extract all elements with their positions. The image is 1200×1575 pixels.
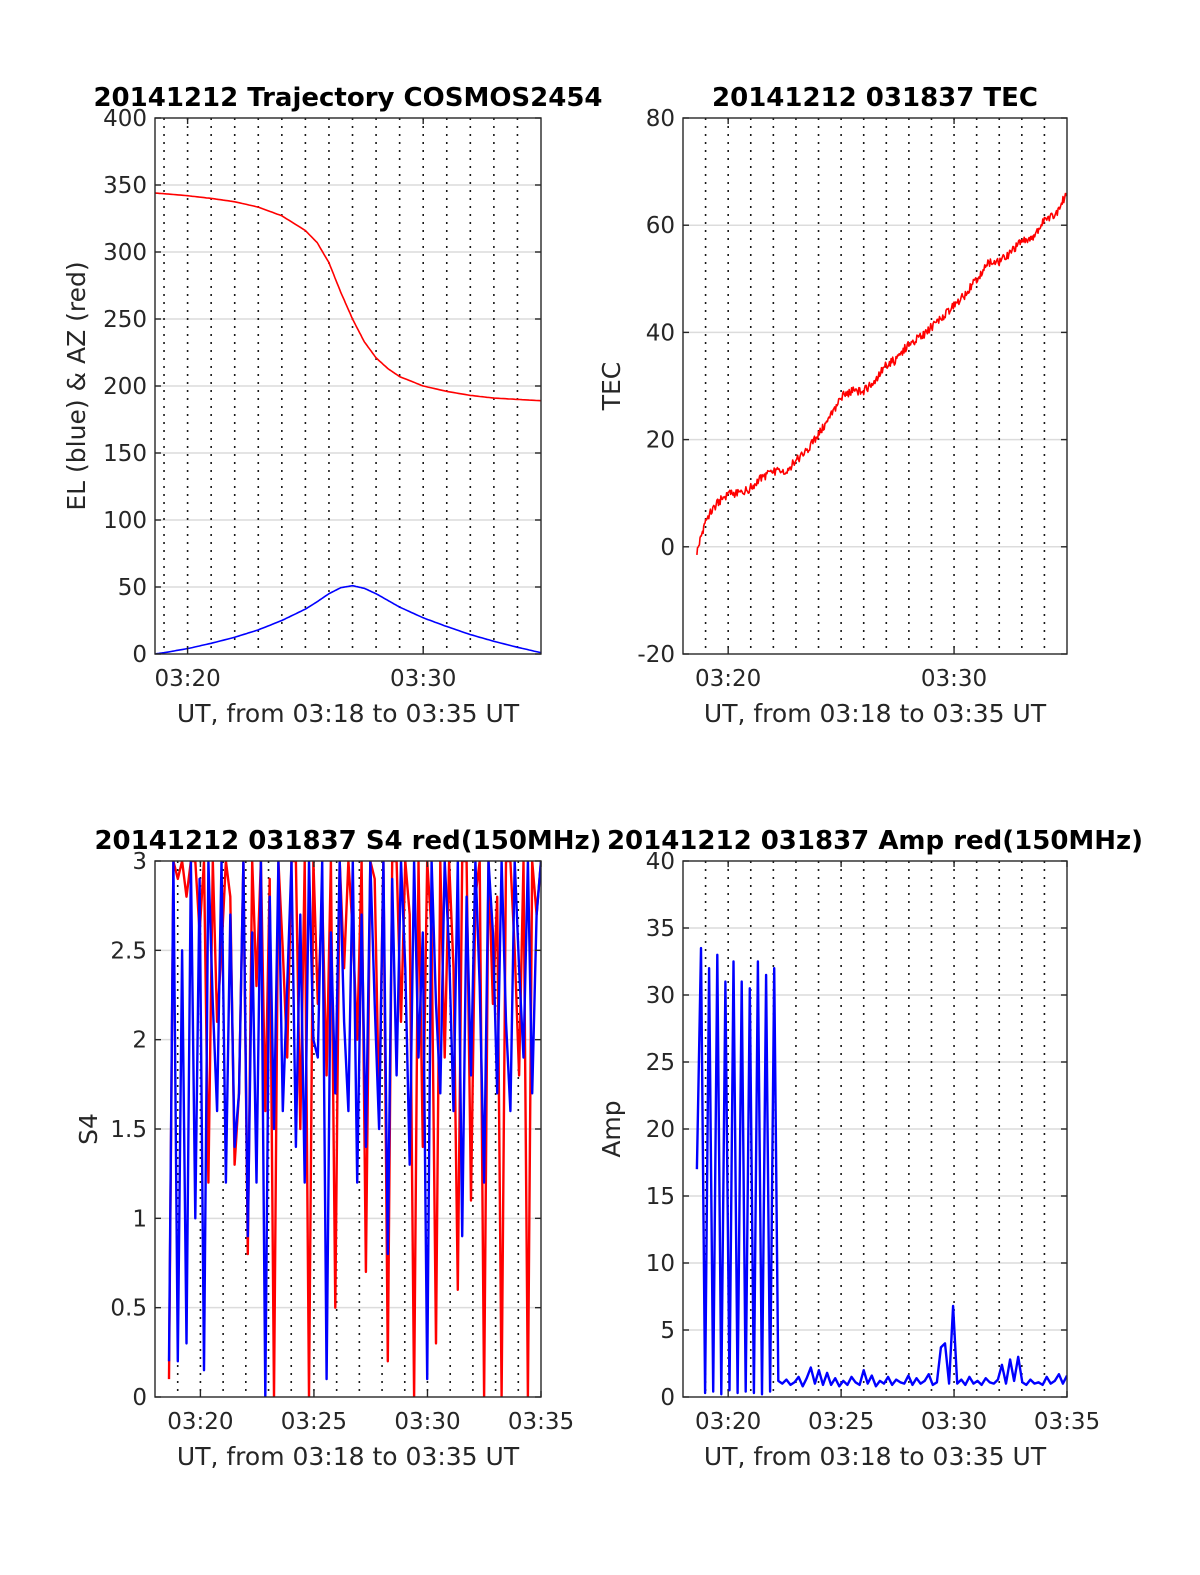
x-axis-label: UT, from 03:18 to 03:35 UT xyxy=(704,699,1047,728)
chart-title: 20141212 031837 TEC xyxy=(712,83,1038,113)
x-tick-label: 03:20 xyxy=(695,666,761,692)
y-tick-label: 5 xyxy=(660,1318,675,1344)
y-tick-label: 2.5 xyxy=(110,938,147,964)
x-axis-label: UT, from 03:18 to 03:35 UT xyxy=(177,1442,520,1471)
x-axis-label: UT, from 03:18 to 03:35 UT xyxy=(177,699,520,728)
y-tick-label: 0 xyxy=(660,1385,675,1411)
chart-trajectory: 0 50 100 150 200 250 300 350 400 03:20 03:30 201412… xyxy=(62,83,603,728)
series-line-1 xyxy=(696,192,1067,555)
y-tick-label: 2 xyxy=(132,1028,147,1054)
y-axis-label: TEC xyxy=(597,362,626,412)
y-tick-label: 15 xyxy=(646,1184,675,1210)
x-tick-label: 03:30 xyxy=(921,1409,987,1435)
y-tick-label: 50 xyxy=(118,575,147,601)
x-tick-label: 03:20 xyxy=(154,666,220,692)
series-line-1 xyxy=(155,192,541,402)
series-group xyxy=(695,946,1067,1396)
series-line-2 xyxy=(167,861,541,1397)
y-tick-label: 150 xyxy=(103,441,147,467)
chart-tec: -20 0 20 40 60 80 03:20 03:30 20141212 031837 TE… xyxy=(597,83,1068,728)
x-tick-label: 03:35 xyxy=(508,1409,574,1435)
series-line-2 xyxy=(155,584,541,654)
x-axis-label: UT, from 03:18 to 03:35 UT xyxy=(704,1442,1047,1471)
x-tick-label: 03:20 xyxy=(695,1409,761,1435)
y-tick-label: 250 xyxy=(103,307,147,333)
y-tick-label: 0.5 xyxy=(110,1296,147,1322)
x-tick-label: 03:30 xyxy=(390,666,456,692)
x-tick-label: 03:35 xyxy=(1034,1409,1100,1435)
y-tick-label: 0 xyxy=(132,1385,147,1411)
chart-title: 20141212 031837 Amp red(150MHz) xyxy=(607,826,1143,856)
x-tick-label: 03:30 xyxy=(394,1409,460,1435)
y-tick-label: 200 xyxy=(103,374,147,400)
x-tick-label: 03:20 xyxy=(167,1409,233,1435)
chart-amp: 0 5 10 15 20 25 30 35 40 03:20 03:25 03:30 03:35 2014… xyxy=(597,826,1143,1471)
y-tick-label: 100 xyxy=(103,508,147,534)
series-group xyxy=(696,192,1067,555)
chart-s4: 0 0.5 1 1.5 2 2.5 3 03:20 03:25 03:30 03:35 2014121… xyxy=(74,826,602,1471)
plot-frame xyxy=(682,117,1068,655)
y-tick-label: 1.5 xyxy=(110,1117,147,1143)
series-line-1 xyxy=(695,946,1067,1396)
y-tick-label: 350 xyxy=(103,173,147,199)
x-tick-label: 03:25 xyxy=(808,1409,874,1435)
y-tick-label: 1 xyxy=(132,1206,147,1232)
y-tick-label: 20 xyxy=(646,1117,675,1143)
chart-title: 20141212 Trajectory COSMOS2454 xyxy=(93,83,602,113)
y-tick-label: 400 xyxy=(103,106,147,132)
y-axis-label: Amp xyxy=(597,1100,626,1157)
y-axis-label: S4 xyxy=(74,1113,103,1145)
y-tick-label: 30 xyxy=(646,983,675,1009)
y-tick-label: 300 xyxy=(103,240,147,266)
y-tick-label: -20 xyxy=(637,642,675,668)
y-tick-label: 80 xyxy=(646,106,675,132)
y-tick-label: 60 xyxy=(646,213,675,239)
y-axis-label: EL (blue) & AZ (red) xyxy=(62,261,91,510)
x-tick-label: 03:25 xyxy=(281,1409,347,1435)
y-tick-label: 20 xyxy=(646,428,675,454)
x-tick-label: 03:30 xyxy=(921,666,987,692)
series-group xyxy=(167,861,541,1397)
chart-title: 20141212 031837 S4 red(150MHz) xyxy=(94,826,601,856)
series-group xyxy=(155,192,541,654)
y-tick-label: 10 xyxy=(646,1251,675,1277)
y-tick-label: 35 xyxy=(646,916,675,942)
y-tick-label: 0 xyxy=(660,535,675,561)
y-tick-label: 3 xyxy=(132,849,147,875)
y-tick-label: 40 xyxy=(646,849,675,875)
y-tick-label: 0 xyxy=(132,642,147,668)
y-tick-label: 40 xyxy=(646,320,675,346)
y-tick-label: 25 xyxy=(646,1050,675,1076)
